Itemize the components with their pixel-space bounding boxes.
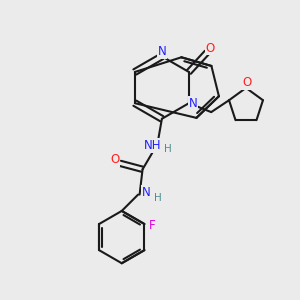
Text: NH: NH [144, 139, 162, 152]
Text: N: N [189, 97, 198, 110]
Text: N: N [158, 45, 166, 58]
Text: O: O [205, 42, 214, 55]
Text: H: H [154, 193, 162, 202]
Text: F: F [148, 219, 155, 232]
Text: O: O [110, 153, 120, 166]
Text: O: O [242, 76, 251, 89]
Text: N: N [142, 186, 151, 199]
Text: H: H [164, 144, 172, 154]
